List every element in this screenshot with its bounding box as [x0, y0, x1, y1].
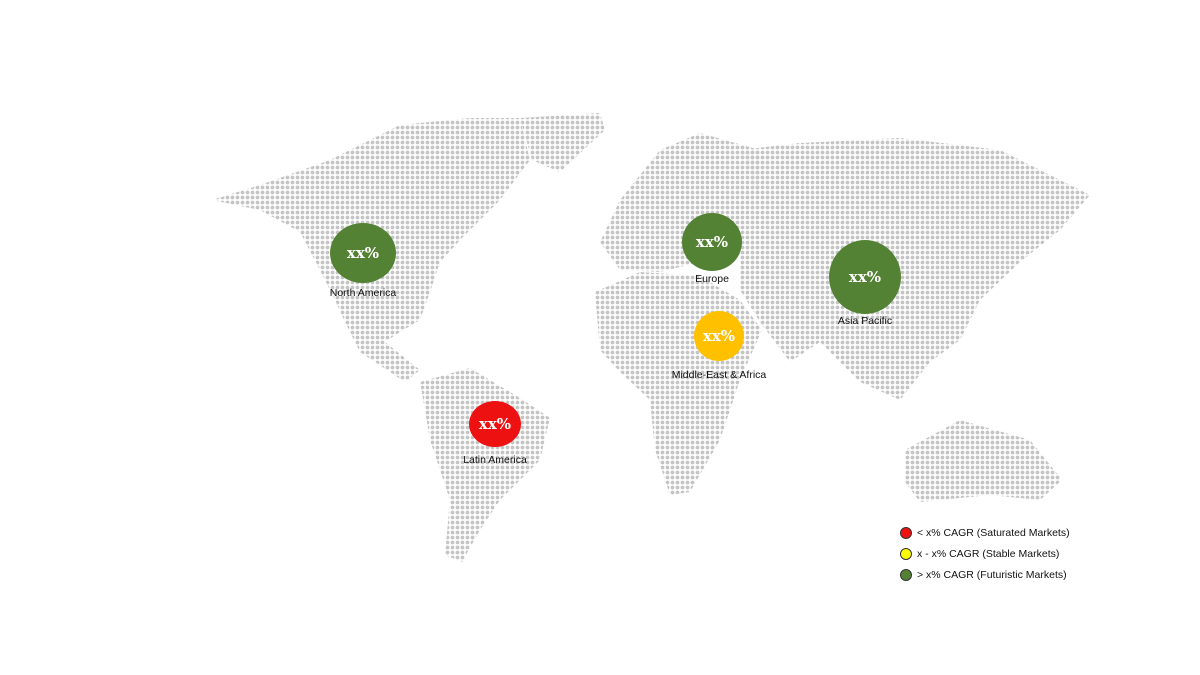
region-label: North America	[330, 287, 397, 299]
region-bubble	[694, 311, 744, 361]
region-latin-america: xx% Latin America	[463, 401, 527, 466]
region-bubble	[829, 240, 901, 314]
region-bubble	[469, 401, 521, 447]
legend-item-stable: x - x% CAGR (Stable Markets)	[900, 543, 1070, 564]
australia-landmass	[905, 420, 1062, 502]
region-middle-east-africa: xx% Middle-East & Africa	[672, 311, 767, 381]
region-bubble	[330, 223, 396, 283]
red-dot-icon	[900, 526, 912, 539]
legend-label: > x% CAGR (Futuristic Markets)	[917, 568, 1067, 581]
region-value: xx%	[479, 415, 511, 433]
region-label: Europe	[695, 273, 729, 285]
region-label: Latin America	[463, 454, 527, 466]
legend-label: < x% CAGR (Saturated Markets)	[917, 526, 1070, 539]
legend: < x% CAGR (Saturated Markets) x - x% CAG…	[900, 522, 1070, 585]
green-dot-icon	[900, 568, 912, 581]
legend-label: x - x% CAGR (Stable Markets)	[917, 547, 1060, 560]
continents	[212, 113, 1090, 562]
legend-item-saturated: < x% CAGR (Saturated Markets)	[900, 522, 1070, 543]
region-label: Asia Pacific	[838, 315, 892, 327]
region-value: xx%	[849, 268, 881, 286]
region-value: xx%	[703, 327, 735, 345]
legend-item-futuristic: > x% CAGR (Futuristic Markets)	[900, 564, 1070, 585]
greenland-landmass	[520, 113, 605, 172]
region-value: xx%	[696, 233, 728, 251]
region-value: xx%	[347, 244, 379, 262]
yellow-dot-icon	[900, 547, 912, 560]
region-label: Middle-East & Africa	[672, 369, 767, 381]
region-bubble	[682, 213, 742, 271]
region-asia-pacific: xx% Asia Pacific	[829, 240, 901, 327]
africa-landmass	[595, 272, 762, 495]
region-europe: xx% Europe	[682, 213, 742, 285]
asia-landmass	[740, 138, 1090, 400]
region-north-america: xx% North America	[330, 223, 397, 299]
